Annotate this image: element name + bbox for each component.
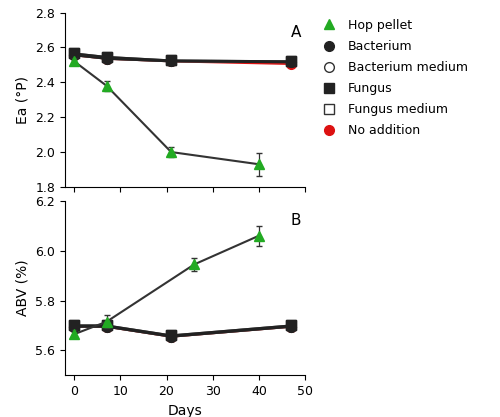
Y-axis label: ABV (%): ABV (%) <box>16 260 30 317</box>
Text: A: A <box>290 25 301 40</box>
Y-axis label: Ea (°P): Ea (°P) <box>16 76 30 124</box>
Text: B: B <box>290 213 301 228</box>
X-axis label: Days: Days <box>168 404 202 417</box>
Legend: Hop pellet, Bacterium, Bacterium medium, Fungus, Fungus medium, No addition: Hop pellet, Bacterium, Bacterium medium,… <box>316 19 468 137</box>
